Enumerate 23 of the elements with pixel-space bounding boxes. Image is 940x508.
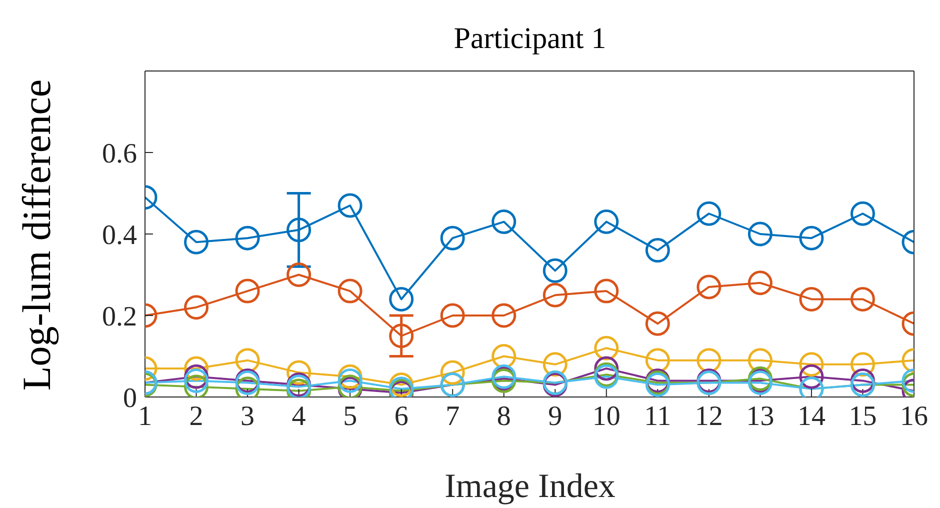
x-tick-label: 5: [343, 400, 358, 432]
x-tick-label: 9: [548, 400, 562, 432]
y-tick-label: 0.4: [102, 220, 137, 251]
x-tick-label: 2: [189, 400, 204, 432]
x-tick-label: 10: [592, 400, 620, 432]
x-tick-label: 12: [694, 400, 723, 432]
chart-title: Participant 1: [454, 22, 606, 55]
x-tick-label: 4: [292, 400, 306, 432]
x-tick-label: 13: [746, 400, 774, 432]
y-tick-label: 0.2: [102, 301, 137, 332]
x-tick-label: 14: [797, 400, 826, 432]
y-tick-label: 0: [123, 382, 137, 414]
y-axis-title: Log-lum difference: [14, 79, 59, 391]
x-tick-label: 8: [496, 400, 511, 432]
x-tick-label: 15: [848, 400, 877, 432]
x-tick-label: 16: [900, 400, 928, 432]
x-tick-label: 1: [138, 400, 152, 432]
x-tick-label: 7: [446, 400, 460, 432]
x-tick-label: 11: [644, 400, 672, 432]
y-tick-label: 0.6: [102, 138, 137, 170]
x-tick-label: 6: [394, 400, 408, 432]
x-axis-title: Image Index: [444, 468, 616, 505]
x-tick-label: 3: [240, 400, 255, 432]
